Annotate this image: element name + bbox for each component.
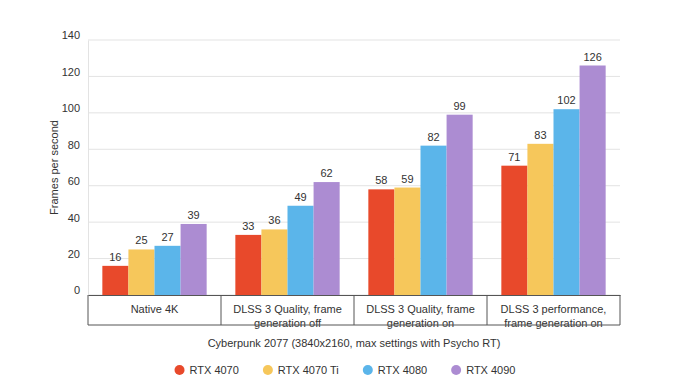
- legend: RTX 4070 RTX 4070 Ti RTX 4080 RTX 4090: [175, 364, 516, 376]
- data-label: 99: [453, 100, 465, 112]
- category-separator: [354, 295, 355, 325]
- grid: [88, 40, 620, 295]
- data-labels: 16 33 58 71 25 36 59 83 27 49 82 102 39 62 99 126: [109, 51, 602, 263]
- y-axis: 0 20 40 60 80 100 120 140: [62, 29, 89, 296]
- data-label: 102: [557, 94, 575, 106]
- y-tick-label: 20: [68, 248, 80, 260]
- data-label: 82: [427, 131, 439, 143]
- bar: [314, 182, 340, 295]
- x-tick-label-line: generation off: [254, 317, 322, 329]
- x-tick: DLSS 3 Quality, frame generation on: [366, 295, 475, 329]
- y-tick-label: 80: [68, 139, 80, 151]
- x-axis: Native 4K DLSS 3 Quality, frame generation…: [89, 295, 621, 329]
- y-tick: 140: [62, 29, 88, 41]
- y-tick: 60: [68, 175, 88, 187]
- legend-item: RTX 4080: [363, 364, 427, 376]
- grid-line: [88, 40, 620, 41]
- data-label: 36: [268, 214, 280, 226]
- bar: [102, 266, 128, 295]
- category-separators: [88, 295, 620, 325]
- y-tick-label: 40: [68, 212, 80, 224]
- legend-item: RTX 4090: [451, 364, 515, 376]
- x-tick-label-line: DLSS 3 Quality, frame: [233, 303, 342, 315]
- y-tick: 100: [62, 102, 88, 114]
- category-separator: [221, 295, 222, 325]
- x-tick-label-line: Native 4K: [131, 303, 179, 315]
- legend-label: RTX 4070: [190, 364, 239, 376]
- data-label: 25: [135, 234, 147, 246]
- bar: [235, 235, 261, 295]
- x-tick: DLSS 3 performance, frame generation on: [501, 295, 607, 329]
- legend-swatch: [363, 365, 373, 375]
- category-separator: [487, 295, 488, 325]
- legend-label: RTX 4080: [378, 364, 427, 376]
- y-axis-title: Frames per second: [48, 120, 60, 215]
- bar: [554, 109, 580, 295]
- x-tick-label-line: frame generation on: [504, 317, 602, 329]
- category-separator: [88, 295, 89, 325]
- bar: [368, 189, 394, 295]
- legend-item: RTX 4070: [175, 364, 239, 376]
- bar: [155, 246, 181, 295]
- y-tick: 80: [68, 139, 88, 151]
- x-tick-label-line: generation on: [387, 317, 454, 329]
- bar: [181, 224, 207, 295]
- y-tick: 120: [62, 66, 88, 78]
- legend-swatch: [451, 365, 461, 375]
- legend-item: RTX 4070 Ti: [263, 364, 339, 376]
- data-label: 126: [583, 51, 601, 63]
- data-label: 39: [187, 209, 199, 221]
- bar: [288, 206, 314, 295]
- x-tick-label: Native 4K: [131, 303, 179, 315]
- bar: [394, 188, 420, 295]
- data-label: 83: [534, 129, 546, 141]
- bars: [102, 66, 605, 296]
- bar: [421, 146, 447, 295]
- legend-swatch: [263, 365, 273, 375]
- y-tick-label: 140: [62, 29, 80, 41]
- category-separator: [620, 295, 621, 325]
- data-label: 16: [109, 251, 121, 263]
- data-label: 27: [161, 231, 173, 243]
- bar: [261, 229, 287, 295]
- x-axis-title: Cyberpunk 2077 (3840x2160, max settings …: [208, 337, 501, 349]
- data-label: 71: [508, 151, 520, 163]
- data-label: 62: [320, 167, 332, 179]
- data-label: 59: [401, 173, 413, 185]
- y-tick-label: 100: [62, 102, 80, 114]
- y-tick: 0: [74, 284, 88, 296]
- legend-label: RTX 4070 Ti: [278, 364, 339, 376]
- data-label: 58: [375, 174, 387, 186]
- grid-line: [88, 76, 620, 77]
- x-tick: Native 4K: [131, 295, 179, 315]
- bar: [527, 144, 553, 295]
- legend-swatch: [175, 365, 185, 375]
- y-tick: 20: [68, 248, 88, 260]
- legend-label: RTX 4090: [466, 364, 515, 376]
- data-label: 33: [242, 220, 254, 232]
- bar: [580, 66, 606, 296]
- data-label: 49: [294, 191, 306, 203]
- x-tick-label-line: DLSS 3 performance,: [501, 303, 607, 315]
- x-tick-label-line: DLSS 3 Quality, frame: [366, 303, 475, 315]
- x-tick: DLSS 3 Quality, frame generation off: [233, 295, 342, 329]
- y-tick-label: 60: [68, 175, 80, 187]
- bar: [447, 115, 473, 295]
- y-axis-line: [88, 41, 89, 296]
- y-tick-label: 0: [74, 284, 80, 296]
- chart: 0 20 40 60 80 100 120 140 Frames per second 16 33 5…: [0, 0, 690, 388]
- category-baseline: [88, 325, 620, 326]
- y-tick: 40: [68, 212, 88, 224]
- bar: [128, 249, 154, 295]
- grid-line: [88, 112, 620, 113]
- y-tick-label: 120: [62, 66, 80, 78]
- bar: [501, 166, 527, 295]
